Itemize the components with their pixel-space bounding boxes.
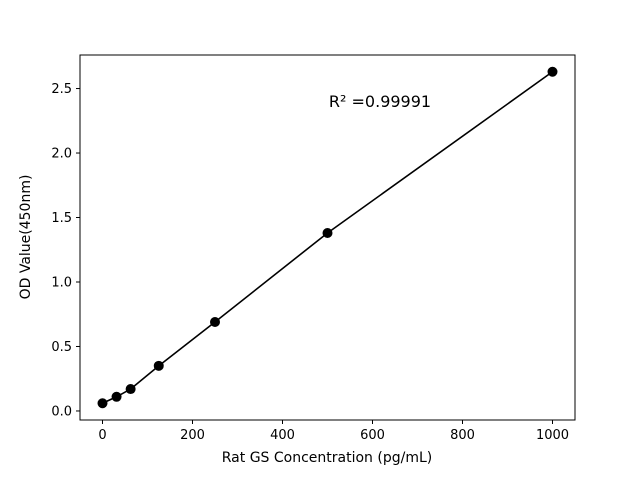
r-squared-annotation: R² =0.99991 <box>329 92 431 111</box>
y-tick-label: 2.0 <box>51 147 72 162</box>
x-tick-label: 800 <box>450 428 475 443</box>
plot-frame <box>79 54 576 421</box>
x-tick-label: 1000 <box>536 428 569 443</box>
x-axis-label: Rat GS Concentration (pg/mL) <box>222 450 432 466</box>
x-tick-label: 200 <box>180 428 205 443</box>
data-point <box>97 398 108 409</box>
y-tick-label: 1.5 <box>51 211 72 226</box>
data-point <box>111 391 122 402</box>
data-point <box>125 384 136 395</box>
data-point <box>210 316 220 327</box>
y-tick-label: 0.5 <box>51 340 72 355</box>
x-tick-label: 400 <box>270 428 295 443</box>
y-tick-label: 1.0 <box>51 275 72 290</box>
data-point <box>153 360 164 371</box>
y-tick-label: 0.0 <box>51 404 72 419</box>
y-tick-label: 2.5 <box>51 82 72 97</box>
x-tick-label: 0 <box>98 428 106 443</box>
x-tick-label: 600 <box>360 428 385 443</box>
data-point <box>547 66 558 77</box>
y-axis-label: OD Value(450nm) <box>18 175 34 300</box>
data-point <box>322 227 333 238</box>
